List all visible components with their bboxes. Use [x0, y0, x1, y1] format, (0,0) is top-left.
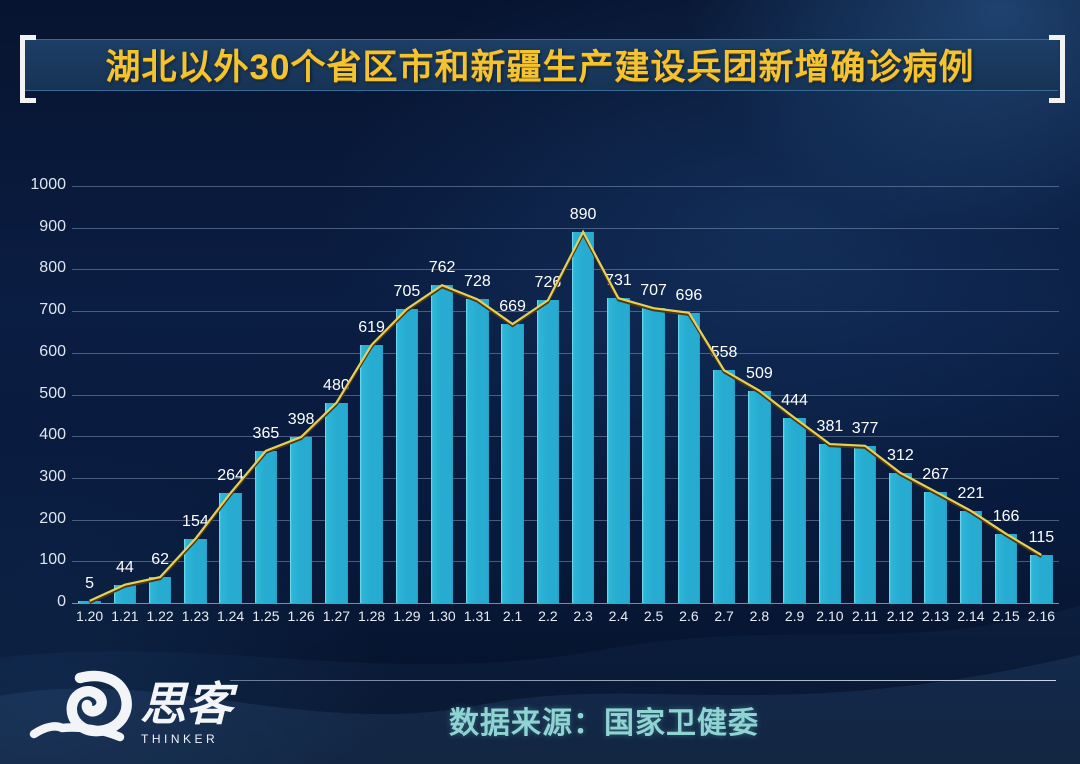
svg-text:THINKER: THINKER [141, 732, 218, 746]
svg-text:思客: 思客 [140, 678, 238, 730]
